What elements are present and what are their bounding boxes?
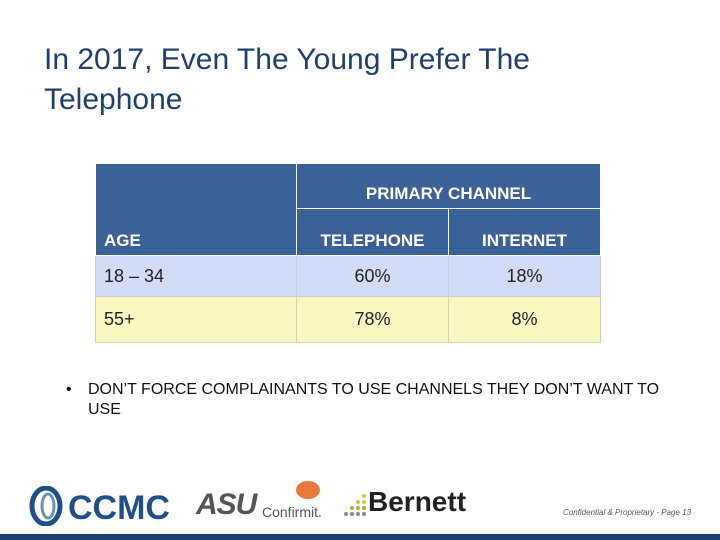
group-header-primary-channel: PRIMARY CHANNEL — [295, 163, 602, 209]
bullet-icon: • — [66, 381, 72, 398]
bullet-text: DON’T FORCE COMPLAINANTS TO USE CHANNELS… — [88, 381, 660, 418]
slide-title: In 2017, Even The Young Prefer The Telep… — [44, 43, 530, 116]
cell-age: 55+ — [95, 296, 297, 343]
column-header-age: AGE — [95, 163, 297, 256]
bernett-dots-icon — [344, 494, 366, 516]
column-header-internet: INTERNET — [447, 208, 602, 256]
column-header-telephone: TELEPHONE — [296, 208, 449, 256]
bottom-bar — [0, 534, 720, 540]
cell-telephone: 78% — [296, 296, 449, 343]
asu-logo: ASU — [196, 488, 257, 521]
cell-telephone: 60% — [296, 255, 449, 297]
channel-table: AGE PRIMARY CHANNEL TELEPHONE INTERNET 1… — [95, 163, 602, 343]
table-row: 55+ 78% 8% — [95, 296, 602, 343]
cell-age: 18 – 34 — [95, 255, 297, 297]
cell-internet: 8% — [447, 296, 602, 343]
bullet-point: • DON’T FORCE COMPLAINANTS TO USE CHANNE… — [66, 380, 666, 420]
confirmit-mark-icon — [296, 481, 320, 499]
ccmc-logo-text: CCMC — [68, 489, 170, 526]
table-row: 18 – 34 60% 18% — [95, 255, 602, 297]
ccmc-logo: CCMC — [29, 486, 170, 526]
footer-text: Confidential & Proprietary - Page 13 — [563, 508, 692, 517]
cell-internet: 18% — [447, 255, 602, 297]
confirmit-logo-text: Confirmit. — [262, 504, 322, 520]
bernett-logo-text: Bernett — [368, 486, 467, 517]
logo-strip: CCMC ASU Confirmit. Bernett — [0, 470, 720, 540]
